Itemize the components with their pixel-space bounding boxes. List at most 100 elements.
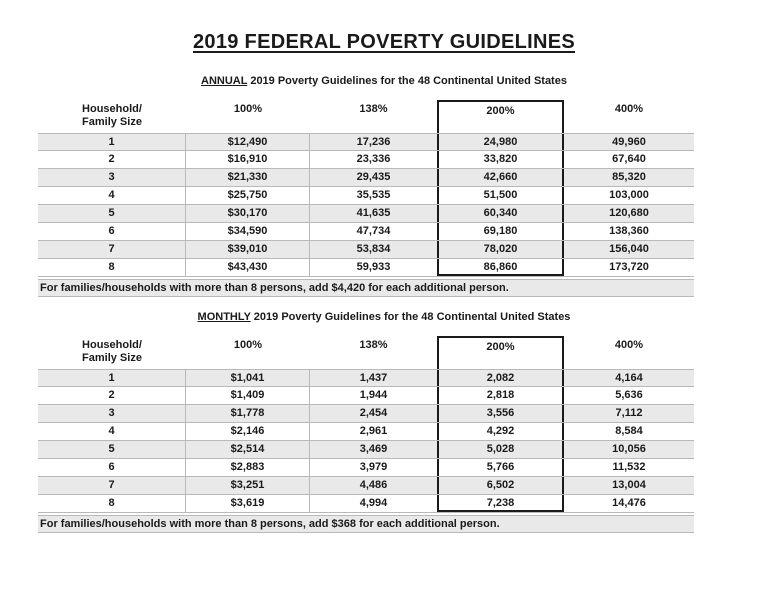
monthly-subtitle: MONTHLY 2019 Poverty Guidelines for the …	[0, 311, 768, 324]
cell-200pct: 4,292	[437, 423, 564, 440]
cell-100pct: $3,251	[186, 477, 310, 494]
cell-400pct: 138,360	[609, 225, 649, 237]
cell-100pct: $1,409	[186, 387, 310, 404]
cell-200pct: 60,340	[437, 205, 564, 222]
page-title-text: 2019 FEDERAL POVERTY GUIDELINES	[193, 31, 575, 53]
cell-100pct: $16,910	[186, 151, 310, 168]
table-row: 7 $3,251 4,486 6,502 13,004	[38, 477, 694, 495]
cell-200pct: 69,180	[437, 223, 564, 240]
table-row: 8 $43,430 59,933 86,860 173,720	[38, 259, 694, 277]
cell-138pct: 29,435	[356, 171, 391, 183]
cell-100pct: $21,330	[186, 169, 310, 186]
cell-100pct: $39,010	[186, 241, 310, 258]
table-row: 4 $2,146 2,961 4,292 8,584	[38, 423, 694, 441]
cell-400pct: 67,640	[612, 153, 646, 165]
cell-400pct: 14,476	[612, 497, 646, 509]
cell-138pct: 41,635	[356, 207, 391, 219]
cell-family-size: 2	[38, 151, 186, 168]
cell-200pct: 33,820	[437, 151, 564, 168]
cell-100pct: $2,146	[186, 423, 310, 440]
cell-family-size: 8	[38, 495, 186, 512]
monthly-subtitle-keyword: MONTHLY	[197, 311, 251, 323]
cell-100pct: $2,883	[186, 459, 310, 476]
cell-100pct: $3,619	[186, 495, 310, 512]
cell-family-size: 3	[38, 169, 186, 186]
cell-138pct: 1,437	[359, 372, 388, 384]
column-header-200pct: 200%	[437, 336, 564, 369]
column-header-household-line1: Household/	[82, 339, 142, 351]
cell-200pct: 51,500	[437, 187, 564, 204]
column-header-138pct: 138%	[359, 103, 388, 115]
annual-table-header-row: Household/ Family Size 100% 138% 200% 40…	[38, 100, 694, 133]
cell-138pct: 4,486	[359, 479, 388, 491]
cell-138pct: 59,933	[356, 261, 391, 273]
table-row: 8 $3,619 4,994 7,238 14,476	[38, 495, 694, 513]
table-row: 7 $39,010 53,834 78,020 156,040	[38, 241, 694, 259]
cell-family-size: 3	[38, 405, 186, 422]
cell-400pct: 120,680	[609, 207, 649, 219]
cell-family-size: 2	[38, 387, 186, 404]
column-header-138pct: 138%	[359, 339, 388, 351]
table-row: 2 $16,910 23,336 33,820 67,640	[38, 151, 694, 169]
table-row: 5 $2,514 3,469 5,028 10,056	[38, 441, 694, 459]
cell-100pct: $2,514	[186, 441, 310, 458]
cell-400pct: 10,056	[612, 443, 646, 455]
cell-400pct: 85,320	[612, 171, 646, 183]
cell-100pct: $30,170	[186, 205, 310, 222]
annual-table: Household/ Family Size 100% 138% 200% 40…	[38, 100, 694, 277]
cell-100pct: $34,590	[186, 223, 310, 240]
cell-family-size: 7	[38, 477, 186, 494]
cell-400pct: 11,532	[612, 461, 646, 473]
cell-family-size: 7	[38, 241, 186, 258]
cell-family-size: 8	[38, 259, 186, 276]
column-header-household-line2: Family Size	[82, 116, 142, 128]
cell-138pct: 3,979	[359, 461, 388, 473]
cell-138pct: 53,834	[356, 243, 391, 255]
cell-400pct: 173,720	[609, 261, 649, 273]
cell-138pct: 2,961	[359, 425, 388, 437]
cell-family-size: 6	[38, 459, 186, 476]
cell-200pct: 42,660	[437, 169, 564, 186]
cell-100pct: $25,750	[186, 187, 310, 204]
cell-200pct: 24,980	[437, 134, 564, 150]
cell-family-size: 1	[38, 370, 186, 386]
annual-footnote: For families/households with more than 8…	[38, 279, 694, 297]
monthly-table-header-row: Household/ Family Size 100% 138% 200% 40…	[38, 336, 694, 369]
annual-subtitle: ANNUAL 2019 Poverty Guidelines for the 4…	[0, 75, 768, 88]
cell-400pct: 13,004	[612, 479, 646, 491]
cell-138pct: 2,454	[359, 407, 388, 419]
cell-200pct: 3,556	[437, 405, 564, 422]
cell-138pct: 4,994	[359, 497, 388, 509]
cell-200pct: 5,028	[437, 441, 564, 458]
cell-200pct: 7,238	[437, 495, 564, 512]
cell-138pct: 17,236	[356, 136, 391, 148]
monthly-table: Household/ Family Size 100% 138% 200% 40…	[38, 336, 694, 513]
table-row: 6 $2,883 3,979 5,766 11,532	[38, 459, 694, 477]
cell-200pct: 6,502	[437, 477, 564, 494]
cell-family-size: 1	[38, 134, 186, 150]
cell-138pct: 3,469	[359, 443, 388, 455]
table-row: 3 $21,330 29,435 42,660 85,320	[38, 169, 694, 187]
table-row: 5 $30,170 41,635 60,340 120,680	[38, 205, 694, 223]
column-header-household: Household/ Family Size	[38, 336, 186, 369]
table-row: 1 $1,041 1,437 2,082 4,164	[38, 369, 694, 387]
cell-100pct: $1,041	[186, 370, 310, 386]
cell-family-size: 5	[38, 441, 186, 458]
cell-family-size: 6	[38, 223, 186, 240]
cell-200pct: 78,020	[437, 241, 564, 258]
page-title: 2019 FEDERAL POVERTY GUIDELINES	[0, 0, 768, 54]
column-header-100pct: 100%	[233, 339, 263, 351]
monthly-footnote: For families/households with more than 8…	[38, 515, 694, 533]
cell-200pct: 2,818	[437, 387, 564, 404]
table-row: 2 $1,409 1,944 2,818 5,636	[38, 387, 694, 405]
cell-138pct: 23,336	[356, 153, 391, 165]
column-header-400pct: 400%	[614, 339, 644, 351]
cell-100pct: $12,490	[186, 134, 310, 150]
cell-400pct: 103,000	[609, 189, 649, 201]
cell-200pct: 5,766	[437, 459, 564, 476]
table-row: 3 $1,778 2,454 3,556 7,112	[38, 405, 694, 423]
column-header-400pct: 400%	[614, 103, 644, 115]
cell-138pct: 47,734	[356, 225, 391, 237]
column-header-household-line1: Household/	[82, 103, 142, 115]
